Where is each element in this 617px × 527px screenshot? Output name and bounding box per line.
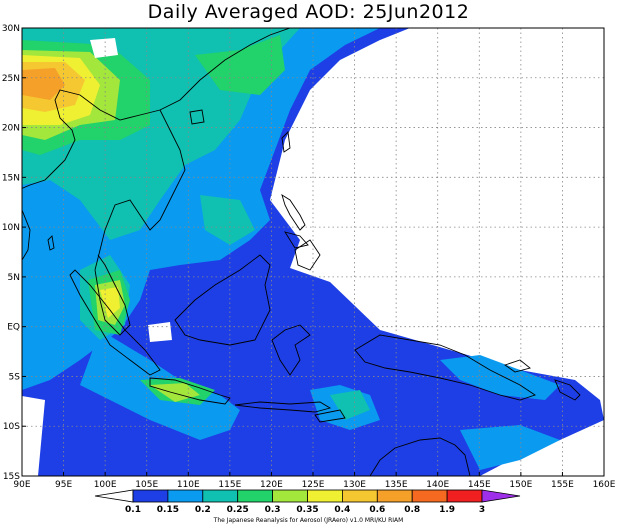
coastlines: [22, 28, 581, 476]
legend-swatch: [341, 489, 378, 503]
coast-mainland-asia: [22, 28, 291, 189]
legend-swatch: [411, 489, 448, 503]
aod-contours: [22, 28, 604, 476]
legend-swatch: [167, 489, 204, 503]
legend-label: 3: [479, 505, 485, 515]
legend-label: 0.2: [195, 505, 211, 515]
coast-india: [22, 209, 31, 261]
x-tick-label: 105E: [135, 480, 158, 490]
x-tick-label: 150E: [509, 480, 532, 490]
legend-swatch: [132, 489, 169, 503]
legend-label: 0.4: [334, 505, 350, 515]
coast-mindanao: [294, 239, 321, 271]
coast-malay-peninsula: [94, 254, 131, 336]
aod-hole-1: [90, 38, 118, 58]
x-tick-label: 90E: [13, 480, 30, 490]
legend-label: 0.15: [157, 505, 179, 515]
legend-label: 0.35: [296, 505, 318, 515]
x-tick-label: 95E: [55, 480, 72, 490]
y-tick-label: EQ: [7, 323, 20, 333]
legend-swatch: [446, 489, 483, 503]
coast-solomons: [554, 379, 581, 401]
y-tick-label: 20N: [2, 124, 20, 134]
aod-region-02d: [440, 355, 560, 400]
aod-region-025c: [200, 195, 255, 245]
x-tick-label: 110E: [177, 480, 200, 490]
y-tick-label: 5N: [8, 273, 20, 283]
coast-sumatra: [69, 269, 161, 376]
coast-visayas: [284, 231, 309, 249]
legend-label: 1.9: [439, 505, 455, 515]
x-tick-label: 145E: [468, 480, 491, 490]
aod-region-025d: [330, 390, 370, 420]
aod-region-06b: [22, 68, 65, 100]
aod-hole-3: [22, 396, 45, 476]
legend-swatch-high: [481, 489, 521, 503]
legend-swatch: [272, 489, 308, 503]
coast-sulawesi: [271, 324, 311, 376]
legend-swatch: [376, 489, 413, 503]
y-tick-label: 10N: [2, 223, 20, 233]
aod-region-035c: [150, 383, 200, 402]
legend-label: 0.3: [265, 505, 281, 515]
x-tick-label: 125E: [302, 480, 325, 490]
y-tick-label: 10S: [3, 422, 20, 432]
x-tick-label: 135E: [385, 480, 408, 490]
coast-lesser-sunda: [234, 401, 332, 413]
coast-luzon: [281, 193, 306, 231]
coast-timor: [314, 409, 346, 423]
coast-hainan: [189, 109, 205, 125]
legend-label: 0.1: [125, 505, 141, 515]
coast-andaman: [47, 235, 55, 251]
aod-hole-2: [148, 322, 172, 342]
x-tick-label: 160E: [593, 480, 616, 490]
y-tick-label: 25N: [2, 74, 20, 84]
legend-swatch: [237, 489, 273, 503]
y-tick-label: 5S: [9, 372, 21, 382]
y-tick-label: 15N: [2, 173, 20, 183]
y-tick-label: 30N: [2, 24, 20, 34]
x-tick-label: 130E: [343, 480, 366, 490]
x-axis: 90E 95E 100E 105E 110E 115E 120E 125E 130E 135E 14…: [13, 472, 616, 490]
legend-label: 0.25: [227, 505, 249, 515]
y-axis: 30N 25N 20N 15N 10N 5N EQ 5S 10S 15S: [2, 24, 26, 482]
legend-swatch: [202, 489, 239, 503]
color-legend: 0.1 0.15 0.2 0.25 0.3 0.35 0.4 0.6 0.8 1.9 3: [94, 489, 521, 515]
coast-taiwan: [281, 131, 291, 153]
coast-java: [149, 377, 231, 405]
legend-label: 0.6: [369, 505, 385, 515]
aod-region-02e: [460, 425, 560, 470]
coast-australia: [369, 437, 471, 476]
x-tick-label: 100E: [94, 480, 117, 490]
aod-region-03b: [195, 35, 285, 95]
x-tick-label: 115E: [218, 480, 241, 490]
x-tick-label: 120E: [260, 480, 283, 490]
x-tick-label: 140E: [426, 480, 449, 490]
coast-borneo: [174, 254, 271, 346]
y-tick-label: 15S: [3, 472, 20, 482]
coast-new-guinea: [354, 334, 537, 401]
map-title: Daily Averaged AOD: 25Jun2012: [147, 1, 470, 23]
coast-bismarck: [504, 359, 531, 373]
legend-swatch: [307, 489, 343, 503]
x-tick-label: 155E: [551, 480, 574, 490]
legend-swatch-low: [94, 489, 134, 503]
legend-label: 0.8: [404, 505, 420, 515]
coast-vietnam: [94, 109, 186, 271]
credit-text: The Japanese Reanalysis for Aerosol (JRA…: [213, 517, 404, 524]
